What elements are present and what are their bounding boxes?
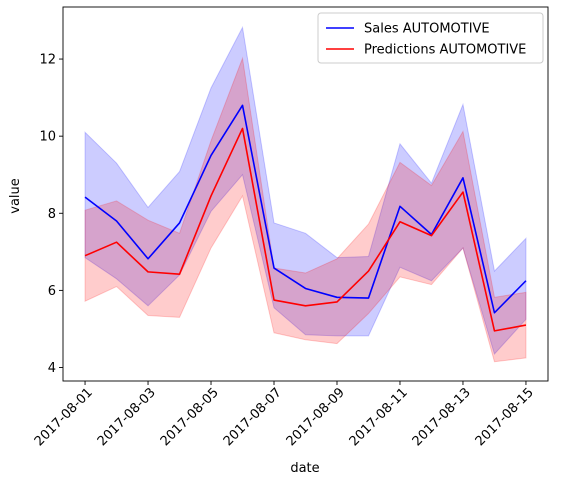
x-axis-label: date xyxy=(290,461,319,476)
confidence-band-0 xyxy=(84,25,527,356)
legend: Sales AUTOMOTIVE Predictions AUTOMOTIVE xyxy=(317,12,544,64)
confidence-bands xyxy=(84,25,527,363)
y-tick-label: 4 xyxy=(48,361,56,376)
legend-label-0: Sales AUTOMOTIVE xyxy=(364,22,490,37)
series-line-0 xyxy=(84,104,527,314)
confidence-band-1 xyxy=(84,56,527,363)
y-tick-label: 10 xyxy=(39,130,56,145)
legend-label-1: Predictions AUTOMOTIVE xyxy=(364,43,526,58)
legend-box xyxy=(317,12,544,64)
y-tick-label: 6 xyxy=(48,284,56,299)
y-axis-label: value xyxy=(8,178,23,214)
y-tick-label: 8 xyxy=(48,207,56,222)
y-tick-label: 12 xyxy=(39,53,56,68)
series-lines xyxy=(84,104,527,332)
series-line-1 xyxy=(84,127,527,332)
plot-frame xyxy=(62,6,549,382)
